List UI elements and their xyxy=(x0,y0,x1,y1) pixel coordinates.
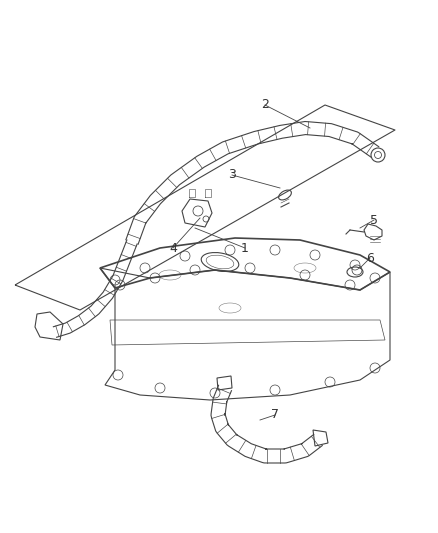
Text: 1: 1 xyxy=(241,241,249,254)
Text: 2: 2 xyxy=(261,99,269,111)
Text: 6: 6 xyxy=(366,252,374,264)
Text: 7: 7 xyxy=(271,408,279,422)
Text: 4: 4 xyxy=(169,241,177,254)
Text: 5: 5 xyxy=(370,214,378,227)
Text: 3: 3 xyxy=(228,168,236,182)
